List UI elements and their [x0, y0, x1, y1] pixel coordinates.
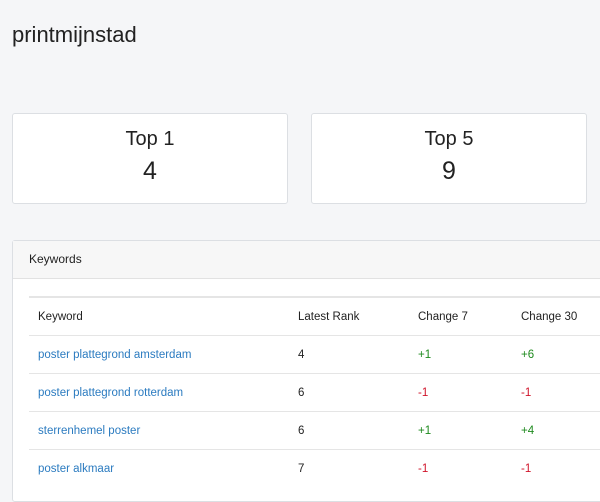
change-7-cell: -1: [409, 373, 512, 412]
change-7-cell: +1: [409, 335, 512, 374]
table-row: poster plattegrond rotterdam 6 -1 -1: [29, 373, 600, 412]
change-30-cell: +6: [512, 335, 600, 374]
change-7-cell: +1: [409, 411, 512, 450]
top1-card: Top 1 4: [12, 113, 288, 204]
panel-header: Keywords: [13, 241, 600, 279]
col-latest-rank[interactable]: Latest Rank: [289, 296, 409, 336]
card-value: 9: [442, 157, 456, 185]
card-label: Top 1: [125, 128, 175, 150]
rank-cell: 7: [289, 449, 409, 487]
keyword-cell: sterrenhemel poster: [29, 411, 289, 450]
keyword-cell: poster plattegrond amsterdam: [29, 335, 289, 374]
card-label: Top 5: [424, 128, 474, 150]
keyword-cell: poster plattegrond rotterdam: [29, 373, 289, 412]
keyword-link[interactable]: sterrenhemel poster: [38, 424, 141, 437]
keyword-link[interactable]: poster plattegrond amsterdam: [38, 348, 192, 361]
table-row: sterrenhemel poster 6 +1 +4: [29, 411, 600, 450]
top5-card: Top 5 9: [311, 113, 587, 204]
change-30-cell: +4: [512, 411, 600, 450]
rank-cell: 6: [289, 373, 409, 412]
change-7-cell: -1: [409, 449, 512, 487]
col-change-7[interactable]: Change 7: [409, 296, 512, 336]
table-row: poster alkmaar 7 -1 -1: [29, 449, 600, 487]
rank-cell: 6: [289, 411, 409, 450]
keywords-panel: Keywords Keyword Latest Rank Change 7 Ch…: [12, 240, 600, 502]
keyword-link[interactable]: poster alkmaar: [38, 462, 115, 475]
keyword-link[interactable]: poster plattegrond rotterdam: [38, 386, 184, 399]
col-change-30[interactable]: Change 30: [512, 296, 600, 336]
keyword-cell: poster alkmaar: [29, 449, 289, 487]
change-30-cell: -1: [512, 449, 600, 487]
keywords-table: Keyword Latest Rank Change 7 Change 30 p…: [29, 296, 600, 487]
card-value: 4: [143, 157, 157, 185]
rank-cell: 4: [289, 335, 409, 374]
change-30-cell: -1: [512, 373, 600, 412]
col-keyword[interactable]: Keyword: [29, 296, 289, 336]
table-header-row: Keyword Latest Rank Change 7 Change 30: [29, 296, 600, 336]
page-title: printmijnstad: [12, 22, 137, 47]
table-row: poster plattegrond amsterdam 4 +1 +6: [29, 335, 600, 374]
